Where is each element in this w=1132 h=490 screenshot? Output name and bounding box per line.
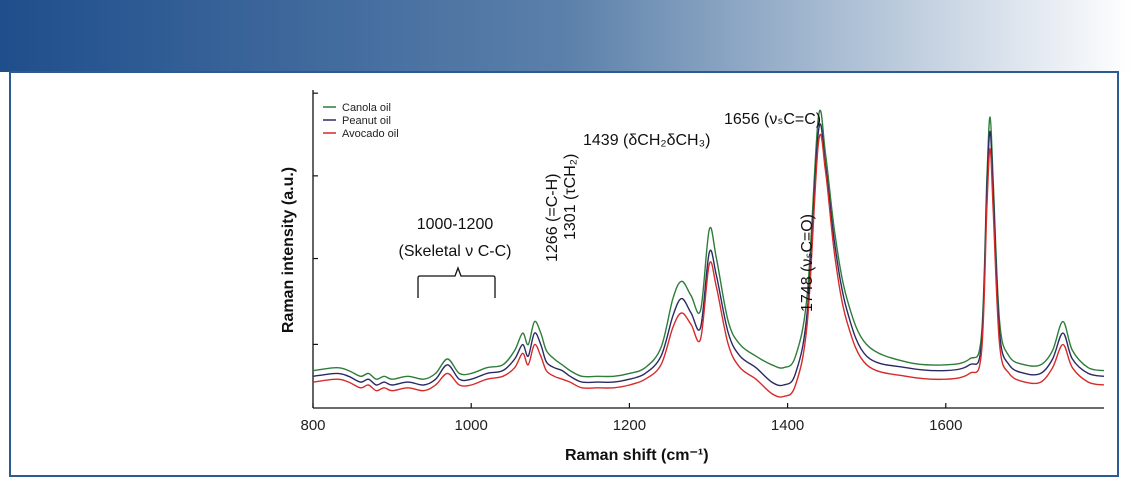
annotation-1656: 1656 (νₛC=C) bbox=[724, 111, 821, 128]
legend-label-avocado: Avocado oil bbox=[342, 128, 399, 140]
annotation-skeletal-label: (Skeletal ν C-C) bbox=[399, 243, 512, 260]
annotation-1439: 1439 (δCH₂δCH₃) bbox=[583, 132, 710, 149]
x-axis-title: Raman shift (cm⁻¹) bbox=[565, 447, 709, 464]
x-tick-label: 1600 bbox=[929, 417, 962, 434]
x-tick-label: 1400 bbox=[771, 417, 804, 434]
series-line-peanut-oil bbox=[312, 123, 1105, 387]
skeletal-brace bbox=[417, 266, 496, 298]
legend-label-peanut: Peanut oil bbox=[342, 115, 391, 127]
annotation-skeletal-range: 1000-1200 bbox=[417, 216, 494, 233]
figure-frame bbox=[9, 71, 1119, 477]
x-tick-label: 1000 bbox=[455, 417, 488, 434]
series-lines bbox=[312, 109, 1105, 398]
x-tick-label: 800 bbox=[300, 417, 325, 434]
x-ticks: 800 1000 1200 1400 1600 bbox=[300, 403, 962, 434]
y-axis-title: Raman intensity (a.u.) bbox=[280, 167, 297, 333]
y-tick-marks bbox=[313, 92, 318, 345]
x-tick-label: 1200 bbox=[613, 417, 646, 434]
legend-label-canola: Canola oil bbox=[342, 102, 391, 114]
header-banner bbox=[0, 0, 1132, 72]
legend: Canola oil Peanut oil Avocado oil bbox=[323, 102, 399, 140]
series-line-avocado-oil bbox=[312, 133, 1105, 398]
annotation-1748: 1748 (νₛC=O) bbox=[799, 214, 816, 312]
annotation-1266: 1266 (=C-H) bbox=[544, 174, 561, 262]
annotation-1301: 1301 (τCH₂) bbox=[562, 154, 579, 240]
